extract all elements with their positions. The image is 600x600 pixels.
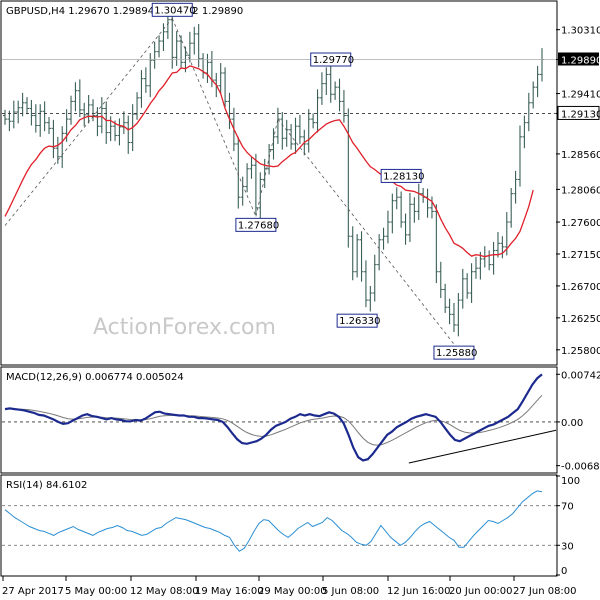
macd-line [4,373,543,462]
current-price-badge [558,52,599,66]
price-axis-label: 1.30310 [561,26,600,37]
dashed-trendline [4,18,173,226]
rsi-panel-frame [0,474,558,577]
axes: 1.30310 1.29890 1.29410 1.29130 1.28560 1.280… [2,26,600,597]
reference-level-badge [557,105,600,120]
x-axis-label: 27 Jun 08:00 [513,586,577,597]
price-annotation-box [310,52,352,67]
price-axis-label: 1.26700 [561,282,600,293]
macd-axis-label: -0.006811 [561,462,600,473]
x-axis-label: 12 Jun 16:00 [387,586,451,597]
price-annotation-box [151,2,193,17]
price-annotation-label: 1.28130 [383,171,424,182]
x-axis-label: 29 May 00:00 [258,586,327,597]
price-annotation: 1.28130 [380,168,425,183]
x-axis-label: 19 May 16:00 [195,586,264,597]
price-annotation: 1.26330 [336,313,380,328]
price-annotation-label: 1.25880 [436,348,477,359]
rsi-line [4,490,543,552]
price-annotation-label: 1.26330 [339,316,380,327]
rsi-header: RSI(14) 84.6102 [6,480,87,491]
macd-trendline [408,429,557,464]
price-annotation: 1.27680 [235,217,279,232]
macd-panel-frame [0,366,558,474]
price-axis-label: 1.29410 [561,90,600,101]
price-axis-label: 1.27600 [561,218,600,229]
x-axis-label: 5 Jun 08:00 [322,586,379,597]
rsi-axis-label: 0 [561,566,567,577]
macd-axis-label: 0.00 [561,418,583,429]
price-annotation-box [336,313,378,328]
price-annotation-box [380,168,422,183]
price-series: 1.30470 1.29770 1.27680 1.26330 1.28130 1.258… [2,2,556,360]
macd-axis-label: 0.007421 [561,370,600,381]
price-axis-label: 1.27150 [561,250,600,261]
price-annotation-label: 1.30470 [154,5,195,16]
price-axis-label: 1.25800 [561,346,600,357]
price-annotation-box [433,345,475,360]
x-axis-label: 5 May 00:00 [65,586,127,597]
rsi-series [2,490,556,552]
price-annotation-box [235,217,277,232]
price-annotation: 1.29770 [310,52,354,67]
price-axis-label: 1.28560 [561,150,600,161]
price-annotation-label: 1.27680 [238,220,279,231]
price-axis-label: 1.29130 [561,109,600,120]
x-axis-label: 20 Jun 00:00 [449,586,513,597]
rsi-axis-label: 100 [561,476,580,487]
x-axis-label: 12 May 08:00 [130,586,199,597]
chart-header: GBPUSD,H4 1.29670 1.29894 1.29632 1.2989… [6,6,243,17]
price-annotation-label: 1.29770 [313,55,354,66]
price-axis-label: 1.28060 [561,185,600,196]
macd-series [2,373,557,464]
price-annotation: 1.25880 [433,345,477,360]
rsi-axis-label: 70 [561,502,574,513]
price-axis-label: 1.26250 [561,314,600,325]
price-axis-label: 1.29890 [561,55,600,66]
price-annotation: 1.30470 [151,2,196,17]
dashed-trendline [255,119,279,217]
x-axis-label: 27 Apr 2017 [2,586,64,597]
price-panel-frame [0,0,558,366]
rsi-axis-label: 30 [561,541,574,552]
macd-header: MACD(12,26,9) 0.006774 0.005024 [6,372,184,383]
watermark: ActionForex.com [93,315,276,340]
